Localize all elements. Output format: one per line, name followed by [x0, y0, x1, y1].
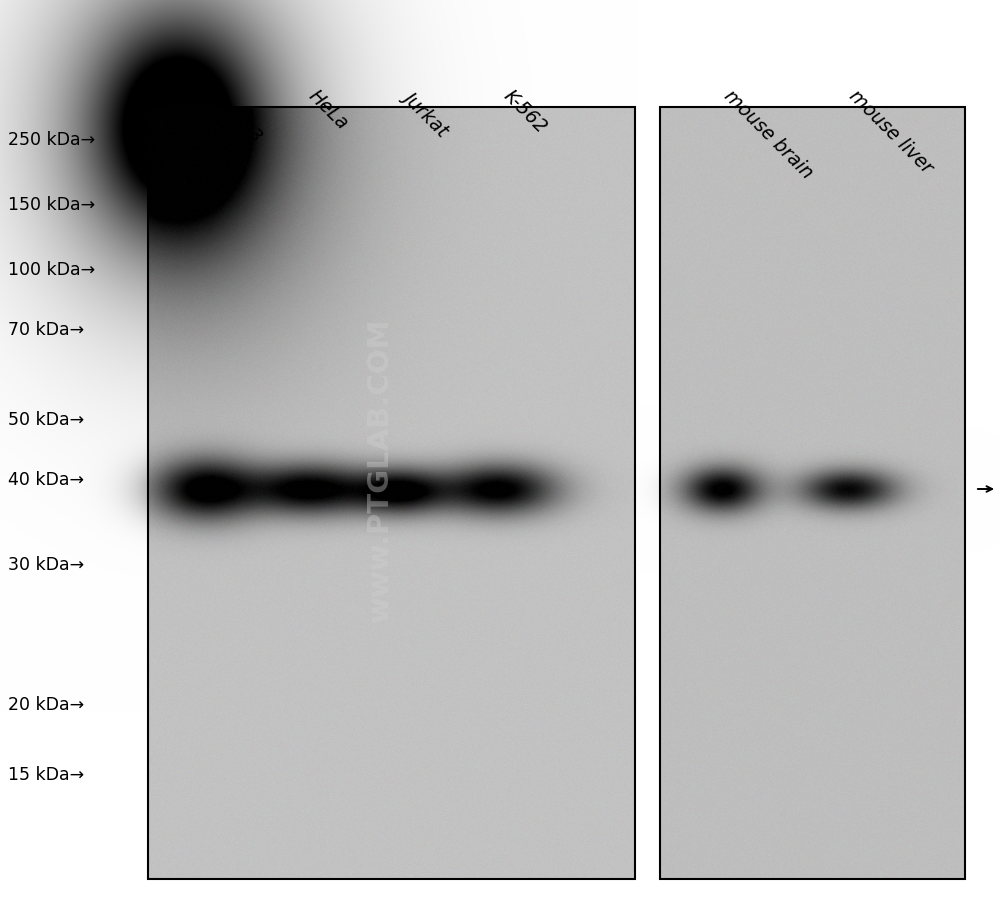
Text: Jurkat: Jurkat [400, 87, 452, 139]
Text: 30 kDa→: 30 kDa→ [8, 556, 84, 574]
Text: 15 kDa→: 15 kDa→ [8, 765, 84, 783]
Text: 250 kDa→: 250 kDa→ [8, 131, 95, 149]
Bar [660, 108, 965, 879]
Text: 50 kDa→: 50 kDa→ [8, 410, 84, 428]
Text: HeLa: HeLa [305, 87, 352, 133]
Text: 70 kDa→: 70 kDa→ [8, 320, 84, 338]
Text: www.PTGLAB.COM: www.PTGLAB.COM [366, 317, 394, 621]
Text: mouse liver: mouse liver [845, 87, 936, 178]
Text: 40 kDa→: 40 kDa→ [8, 471, 84, 489]
Text: BxPC-3: BxPC-3 [205, 87, 266, 147]
Bar [148, 108, 635, 879]
Text: 20 kDa→: 20 kDa→ [8, 695, 84, 713]
Text: 100 kDa→: 100 kDa→ [8, 261, 95, 279]
Text: K-562: K-562 [500, 87, 551, 137]
Text: mouse brain: mouse brain [720, 87, 816, 182]
Text: 150 kDa→: 150 kDa→ [8, 196, 95, 214]
